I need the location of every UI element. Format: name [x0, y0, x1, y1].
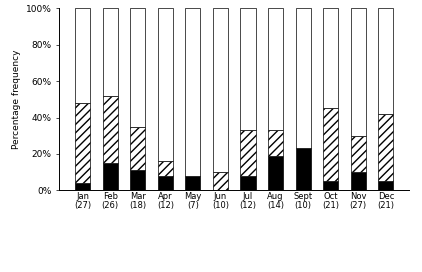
Bar — [75, 183, 90, 190]
Bar — [158, 8, 173, 161]
Bar — [158, 176, 173, 190]
Bar — [75, 8, 90, 103]
Bar — [241, 176, 256, 190]
Bar — [268, 156, 283, 190]
Bar — [213, 8, 228, 172]
Bar — [323, 108, 338, 181]
Bar — [130, 8, 145, 127]
Bar — [241, 130, 256, 176]
Y-axis label: Percentage frequency: Percentage frequency — [12, 50, 22, 149]
Bar — [130, 127, 145, 170]
Bar — [323, 8, 338, 108]
Bar — [268, 8, 283, 130]
Bar — [241, 8, 256, 130]
Bar — [378, 8, 393, 114]
Bar — [351, 8, 366, 136]
Bar — [378, 181, 393, 190]
Bar — [351, 136, 366, 172]
Bar — [103, 96, 118, 163]
Bar — [295, 8, 311, 149]
Bar — [185, 8, 200, 176]
Bar — [295, 149, 311, 190]
Bar — [103, 163, 118, 190]
Bar — [130, 170, 145, 190]
Bar — [268, 130, 283, 156]
Bar — [378, 114, 393, 181]
Bar — [158, 161, 173, 176]
Bar — [351, 172, 366, 190]
Bar — [103, 8, 118, 96]
Bar — [185, 176, 200, 190]
Bar — [75, 103, 90, 183]
Bar — [213, 172, 228, 190]
Bar — [323, 181, 338, 190]
